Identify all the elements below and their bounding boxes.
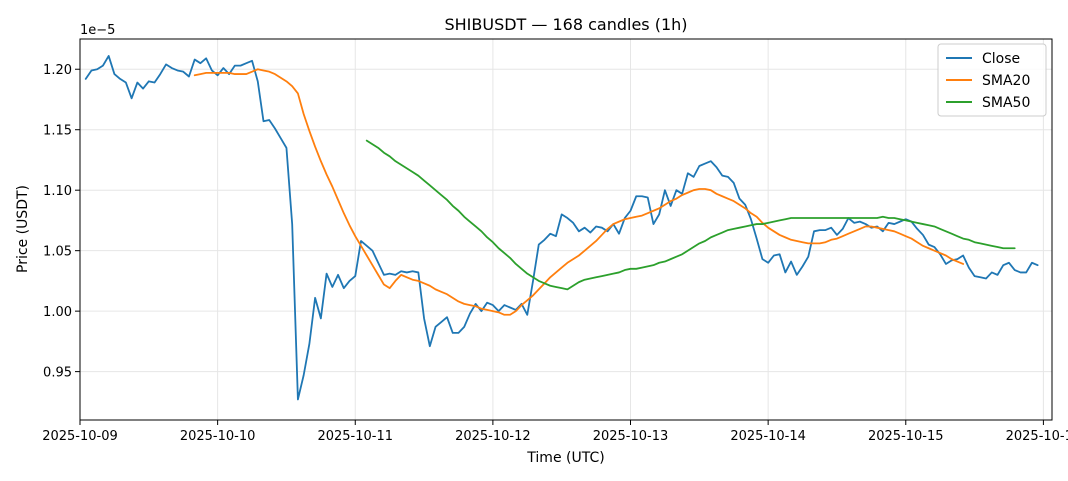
x-tick-label: 2025-10-15 (868, 429, 944, 444)
x-tick-label: 2025-10-13 (593, 429, 669, 444)
x-axis-title: Time (UTC) (526, 450, 604, 466)
chart-title: SHIBUSDT — 168 candles (1h) (444, 15, 687, 34)
plot-frame (79, 38, 1053, 421)
series-line-sma20 (193, 68, 965, 316)
legend-label-sma50: SMA50 (982, 95, 1030, 111)
y-tick-label: 1.05 (43, 245, 72, 260)
x-tick-label: 2025-10-16 (1006, 429, 1068, 444)
x-tick-label: 2025-10-10 (180, 429, 256, 444)
grid (79, 39, 1052, 420)
x-tick-label: 2025-10-09 (42, 429, 118, 444)
axis-ticks: 2025-10-09 2025-10-10 2025-10-11 2025-10-12… (42, 63, 1068, 444)
legend-label-sma20: SMA20 (982, 73, 1030, 89)
y-tick-label: 1.00 (43, 305, 72, 320)
y-tick-label: 0.95 (43, 366, 72, 381)
x-tick-label: 2025-10-12 (455, 429, 531, 444)
series-line-sma50 (365, 139, 1016, 291)
y-offset-label: 1e−5 (80, 23, 115, 38)
y-axis-title: Price (USDT) (15, 185, 31, 273)
legend-label-close: Close (982, 51, 1020, 67)
x-tick-label: 2025-10-14 (730, 429, 806, 444)
legend-box (937, 43, 1047, 117)
legend: Close SMA20 SMA50 (937, 43, 1047, 117)
y-tick-label: 1.15 (43, 124, 72, 139)
y-tick-label: 1.10 (43, 184, 72, 199)
series-lines (84, 55, 1039, 401)
y-tick-label: 1.20 (43, 63, 72, 78)
x-tick-label: 2025-10-11 (317, 429, 393, 444)
